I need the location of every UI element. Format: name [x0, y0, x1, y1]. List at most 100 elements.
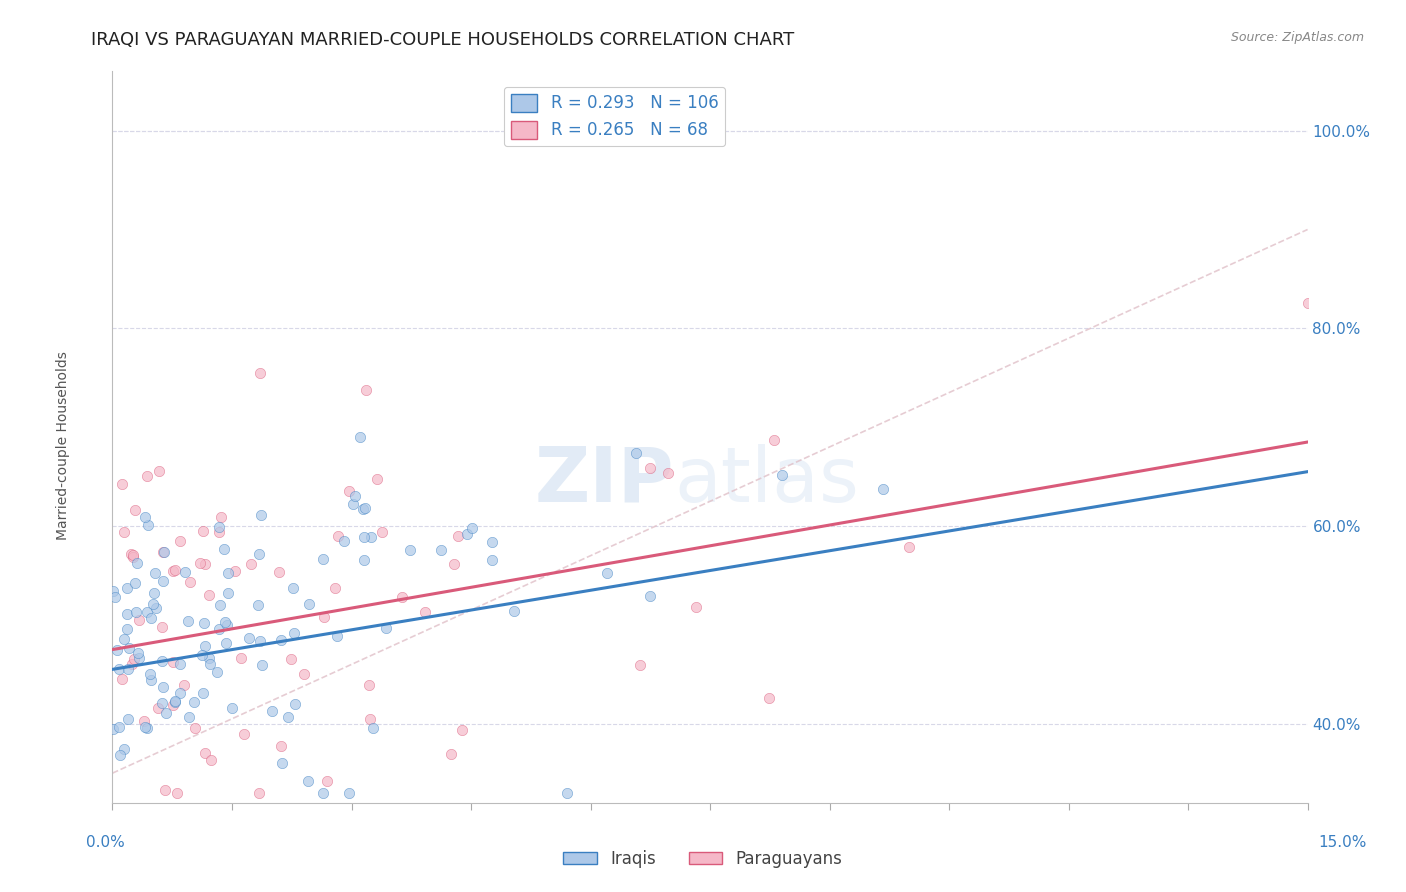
Text: ZIP: ZIP	[534, 444, 675, 518]
Paraguayans	[685, 599, 707, 614]
Iraqis	[361, 721, 384, 735]
Iraqis	[134, 720, 156, 734]
Iraqis	[169, 657, 191, 671]
Paraguayans	[451, 723, 474, 738]
Paraguayans	[359, 678, 381, 692]
Iraqis	[194, 640, 217, 654]
Iraqis	[173, 565, 195, 579]
Iraqis	[555, 786, 578, 800]
Iraqis	[191, 686, 214, 700]
Iraqis	[191, 648, 214, 663]
Paraguayans	[136, 469, 159, 483]
Iraqis	[208, 598, 231, 612]
Iraqis	[208, 622, 231, 636]
Iraqis	[270, 632, 292, 647]
Iraqis	[325, 629, 347, 643]
Iraqis	[214, 541, 236, 556]
Paraguayans	[162, 655, 184, 669]
Iraqis	[312, 786, 335, 800]
Iraqis	[344, 489, 367, 503]
Iraqis	[124, 576, 146, 591]
Iraqis	[138, 518, 160, 533]
Paraguayans	[249, 366, 271, 380]
Paraguayans	[194, 557, 217, 571]
Iraqis	[183, 695, 205, 709]
Paraguayans	[152, 544, 174, 558]
Paraguayans	[356, 383, 378, 397]
Paraguayans	[326, 529, 349, 543]
Iraqis	[271, 756, 294, 770]
Iraqis	[134, 510, 156, 524]
Text: IRAQI VS PARAGUAYAN MARRIED-COUPLE HOUSEHOLDS CORRELATION CHART: IRAQI VS PARAGUAYAN MARRIED-COUPLE HOUSE…	[91, 31, 794, 49]
Paraguayans	[166, 786, 188, 800]
Iraqis	[354, 501, 377, 516]
Paraguayans	[208, 525, 231, 540]
Paraguayans	[173, 678, 195, 692]
Iraqis	[214, 615, 236, 629]
Paraguayans	[657, 466, 679, 480]
Iraqis	[145, 600, 167, 615]
Iraqis	[503, 604, 526, 618]
Iraqis	[197, 651, 219, 665]
Iraqis	[456, 526, 478, 541]
Iraqis	[125, 605, 148, 619]
Paraguayans	[194, 746, 217, 760]
Text: atlas: atlas	[675, 444, 859, 518]
Iraqis	[208, 519, 231, 533]
Iraqis	[429, 542, 451, 557]
Paraguayans	[440, 747, 463, 762]
Iraqis	[283, 626, 305, 640]
Iraqis	[112, 632, 135, 647]
Iraqis	[200, 657, 222, 671]
Iraqis	[624, 446, 647, 460]
Iraqis	[249, 634, 271, 648]
Iraqis	[353, 530, 375, 544]
Paraguayans	[763, 434, 786, 448]
Paraguayans	[1296, 296, 1319, 310]
Paraguayans	[200, 753, 222, 767]
Iraqis	[117, 662, 139, 676]
Paraguayans	[359, 712, 381, 726]
Iraqis	[117, 712, 139, 726]
Iraqis	[143, 586, 166, 600]
Iraqis	[152, 574, 174, 588]
Legend: Iraqis, Paraguayans: Iraqis, Paraguayans	[557, 844, 849, 875]
Iraqis	[128, 651, 150, 665]
Iraqis	[115, 582, 138, 596]
Iraqis	[205, 665, 228, 679]
Legend: R = 0.293   N = 106, R = 0.265   N = 68: R = 0.293 N = 106, R = 0.265 N = 68	[503, 87, 725, 146]
Iraqis	[246, 598, 269, 612]
Iraqis	[153, 545, 176, 559]
Iraqis	[165, 695, 187, 709]
Paraguayans	[233, 727, 256, 741]
Iraqis	[108, 748, 131, 763]
Iraqis	[143, 566, 166, 580]
Paraguayans	[111, 477, 134, 491]
Paraguayans	[120, 547, 142, 561]
Paraguayans	[162, 698, 184, 713]
Iraqis	[238, 631, 260, 645]
Paraguayans	[898, 540, 921, 554]
Iraqis	[221, 701, 243, 715]
Paraguayans	[628, 658, 651, 673]
Iraqis	[332, 534, 354, 549]
Iraqis	[312, 551, 335, 566]
Iraqis	[127, 647, 149, 661]
Paraguayans	[247, 786, 270, 800]
Iraqis	[298, 597, 321, 611]
Iraqis	[277, 710, 299, 724]
Iraqis	[169, 686, 191, 700]
Iraqis	[127, 556, 149, 570]
Text: 15.0%: 15.0%	[1319, 836, 1367, 850]
Paraguayans	[111, 672, 134, 686]
Paraguayans	[191, 524, 214, 538]
Iraqis	[105, 643, 128, 657]
Iraqis	[107, 720, 129, 734]
Paraguayans	[391, 590, 413, 604]
Iraqis	[215, 636, 238, 650]
Iraqis	[115, 607, 138, 621]
Iraqis	[250, 508, 273, 522]
Iraqis	[872, 483, 894, 497]
Paraguayans	[270, 739, 292, 754]
Paraguayans	[292, 666, 315, 681]
